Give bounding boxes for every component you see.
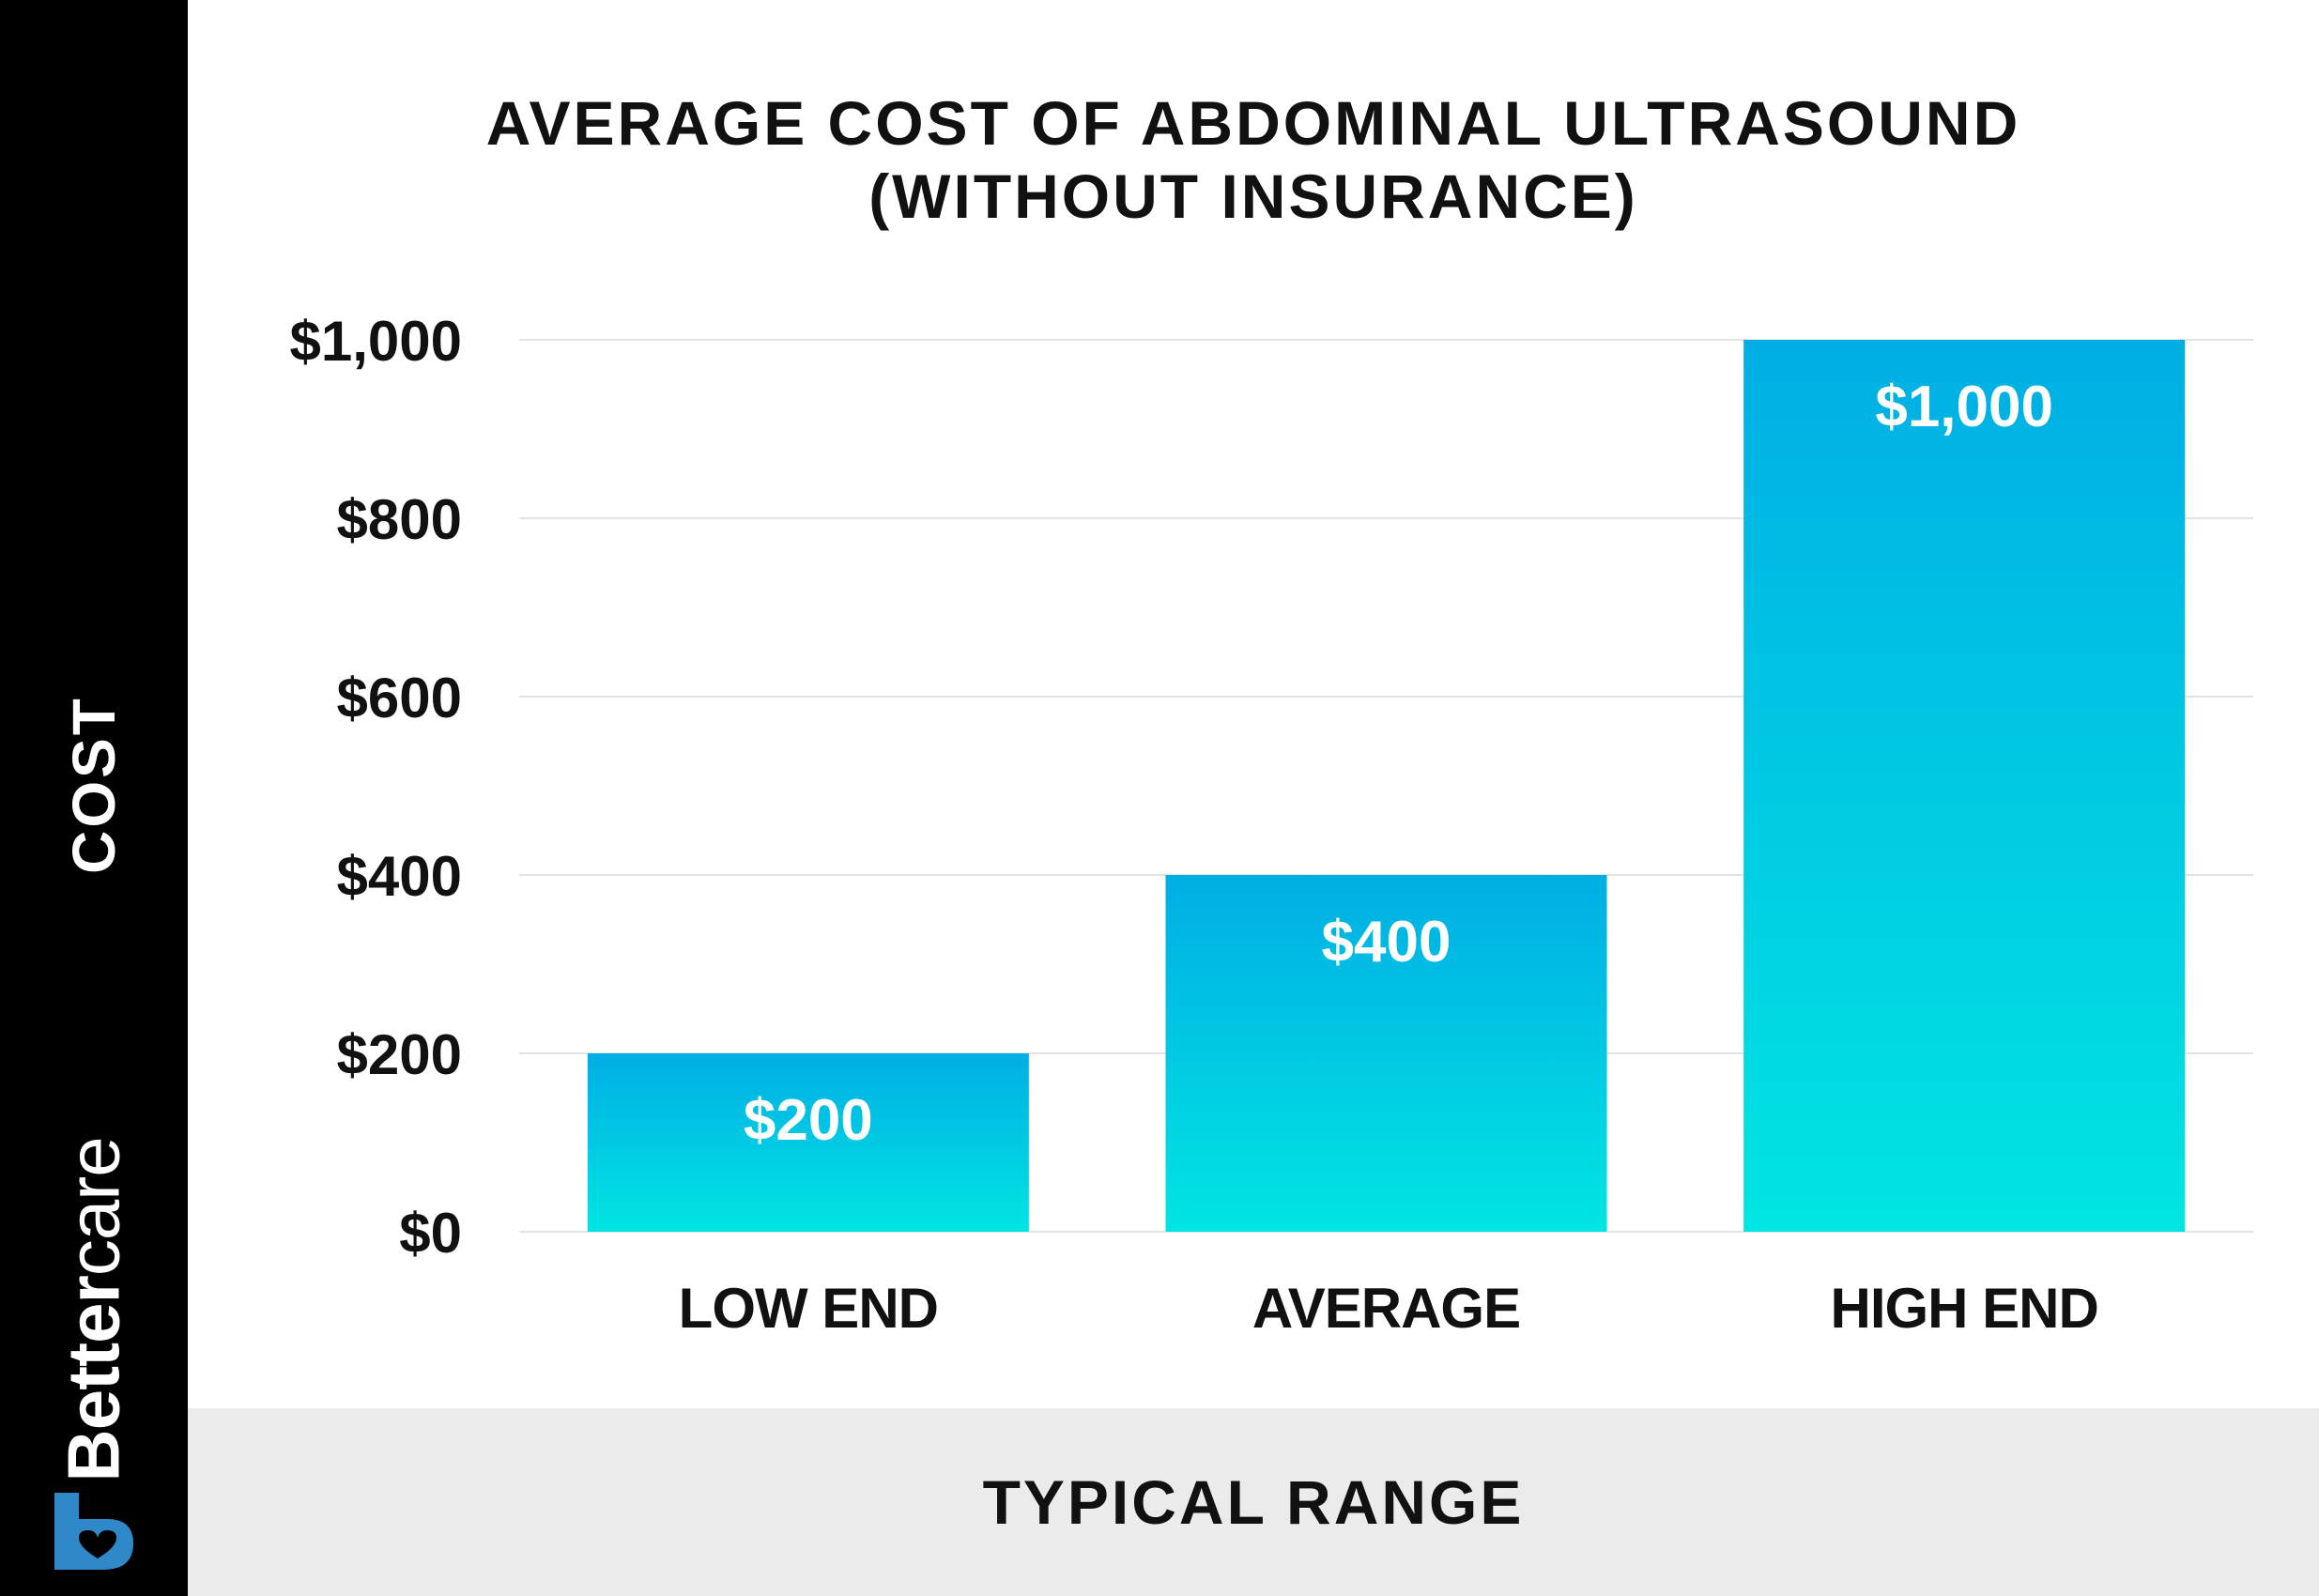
x-axis-footer — [188, 1408, 2319, 1596]
y-tick-label: $200 — [337, 1023, 462, 1086]
x-axis-label: TYPICAL RANGE — [982, 1467, 1525, 1537]
bar-data-label: $400 — [1322, 910, 1451, 974]
bar — [1743, 340, 2186, 1232]
bar — [1165, 875, 1607, 1232]
bar-data-label: $1,000 — [1875, 375, 2053, 439]
x-tick-label: AVERAGE — [1252, 1277, 1520, 1340]
sidebar: COST Bettercare — [0, 0, 188, 1596]
bar — [587, 1053, 1029, 1232]
y-tick-label: $0 — [399, 1202, 462, 1265]
x-tick-label: HIGH END — [1830, 1277, 2097, 1340]
x-tick-label: LOW END — [679, 1277, 938, 1340]
y-tick-label: $800 — [337, 488, 462, 551]
bettercare-logo-icon — [54, 1493, 133, 1570]
chart-subtitle: (WITHOUT INSURANCE) — [868, 161, 1638, 231]
bar-chart: $0 $200 $400 $600 $800 $1,000 $200 LOW END $400 A… — [289, 310, 2253, 1340]
y-tick-label: $1,000 — [289, 310, 462, 373]
chart-title: AVERAGE COST OF ABDOMINAL ULTRASOUND — [485, 88, 2021, 158]
bar-data-label: $200 — [744, 1088, 873, 1153]
y-tick-label: $400 — [337, 845, 462, 908]
y-tick-label: $600 — [337, 667, 462, 729]
